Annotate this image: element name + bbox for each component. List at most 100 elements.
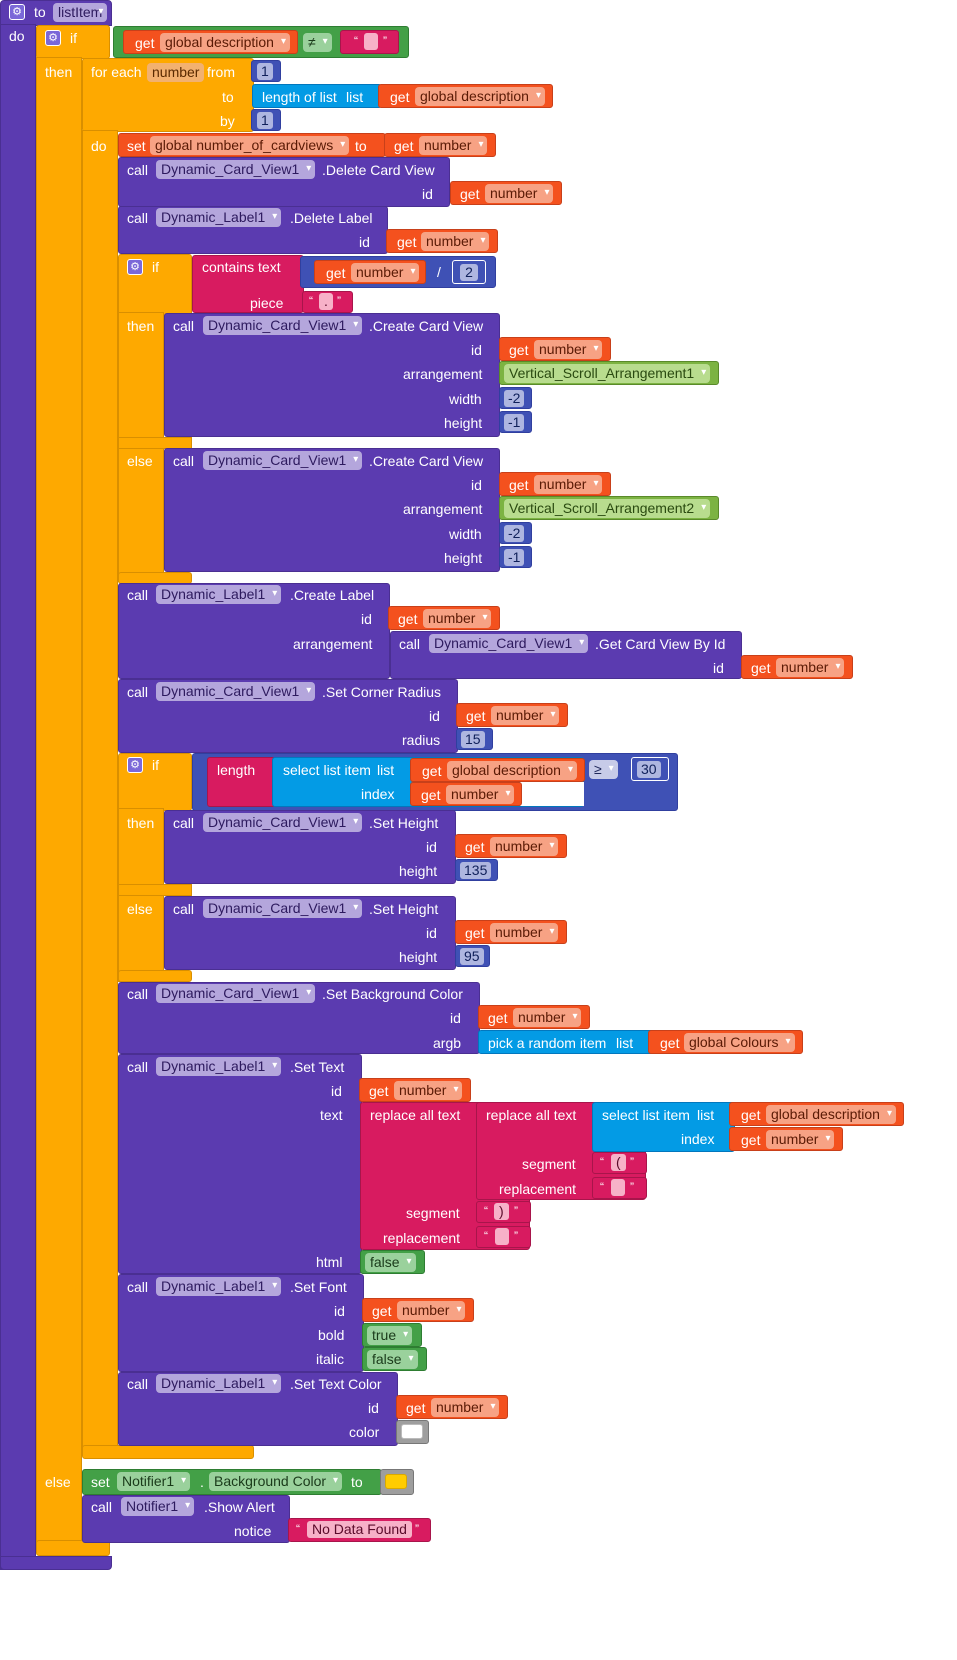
method-label: .Set Text Color	[290, 1376, 382, 1392]
if-label: if	[152, 757, 159, 773]
get-label: get	[135, 35, 155, 51]
num-width[interactable]: -2	[504, 390, 525, 407]
call-set-text[interactable]	[118, 1054, 362, 1274]
var-dropdown[interactable]: number	[491, 706, 560, 725]
var-dropdown[interactable]: number	[423, 609, 492, 628]
gear-icon[interactable]: ⚙	[9, 4, 25, 20]
component-dropdown[interactable]: Notifier1	[121, 1497, 195, 1516]
num-width[interactable]: -2	[504, 525, 525, 542]
bool-dropdown[interactable]: true	[367, 1326, 413, 1345]
var-dropdown[interactable]: number	[766, 1130, 835, 1149]
empty-string[interactable]	[364, 33, 378, 50]
string-dot[interactable]: .	[319, 293, 333, 310]
var-dropdown[interactable]: number	[446, 785, 515, 804]
var-dropdown[interactable]: number	[490, 837, 559, 856]
var-dropdown[interactable]: global Colours	[684, 1033, 795, 1052]
component-dropdown[interactable]: Dynamic_Label1	[156, 1057, 282, 1076]
var-dropdown[interactable]: number	[776, 658, 845, 677]
quote-open: “	[484, 1204, 488, 1218]
argb-label: argb	[433, 1035, 462, 1051]
color-swatch-white[interactable]	[401, 1424, 423, 1439]
operator-dropdown[interactable]: ≠	[303, 33, 332, 52]
component-dropdown[interactable]: Dynamic_Card_View1	[203, 451, 363, 470]
var-dropdown[interactable]: number	[490, 923, 559, 942]
component-dropdown[interactable]: Dynamic_Card_View1	[156, 682, 316, 701]
var-dropdown[interactable]: number	[534, 340, 603, 359]
color-swatch-yellow[interactable]	[385, 1474, 407, 1489]
property-dropdown[interactable]: Background Color	[209, 1472, 343, 1491]
component-dropdown[interactable]: Dynamic_Label1	[156, 585, 282, 604]
gear-icon[interactable]: ⚙	[127, 259, 143, 275]
method-label: .Create Card View	[369, 318, 484, 334]
num-by[interactable]: 1	[257, 112, 273, 129]
num-block-divisor[interactable]	[452, 260, 486, 284]
component-dropdown[interactable]: Dynamic_Label1	[156, 208, 282, 227]
for-each-block[interactable]	[82, 58, 254, 132]
component-dropdown[interactable]: Dynamic_Label1	[156, 1277, 282, 1296]
string-no-data[interactable]: No Data Found	[307, 1521, 412, 1538]
notice-label: notice	[234, 1523, 272, 1539]
component-dropdown[interactable]: Dynamic_Card_View1	[156, 984, 316, 1003]
component-dropdown[interactable]: Dynamic_Card_View1	[429, 634, 589, 653]
var-dropdown[interactable]: number	[421, 232, 490, 251]
empty-string[interactable]	[495, 1228, 509, 1245]
var-dropdown[interactable]: global number_of_cardviews	[150, 136, 350, 155]
get-label: get	[741, 1132, 761, 1148]
procedure-body-spine	[0, 24, 36, 1570]
var-dropdown[interactable]: number	[485, 184, 554, 203]
var-dropdown[interactable]: global description	[766, 1105, 896, 1124]
string-open-paren[interactable]: (	[611, 1154, 626, 1171]
component-dropdown[interactable]: Notifier1	[117, 1472, 191, 1491]
num-radius[interactable]: 15	[461, 731, 485, 748]
var-dropdown[interactable]: global description	[160, 33, 290, 52]
empty-string[interactable]	[611, 1179, 625, 1196]
length-of-list-block[interactable]	[252, 84, 382, 108]
var-dropdown[interactable]: number	[397, 1301, 466, 1320]
quote-close: ”	[630, 1155, 634, 1169]
var-dropdown[interactable]: number	[394, 1081, 463, 1100]
num-threshold[interactable]: 30	[637, 761, 661, 778]
var-dropdown[interactable]: number	[419, 136, 488, 155]
select-list-item-block-2[interactable]	[592, 1102, 735, 1152]
num-height-135[interactable]: 135	[460, 862, 492, 879]
call-label: call	[173, 901, 195, 917]
gear-icon[interactable]: ⚙	[127, 757, 143, 773]
var-dropdown[interactable]: number	[513, 1008, 582, 1027]
var-dropdown[interactable]: global description	[447, 761, 577, 780]
procedure-name-field[interactable]: listItem	[53, 3, 108, 22]
component-dropdown[interactable]: Dynamic_Card_View1	[203, 316, 363, 335]
call-label: call	[127, 587, 149, 603]
num-divisor[interactable]: 2	[460, 264, 478, 281]
component-dropdown[interactable]: Vertical_Scroll_Arrangement2	[504, 499, 711, 518]
component-dropdown[interactable]: Dynamic_Label1	[156, 1374, 282, 1393]
num-height-95[interactable]: 95	[460, 948, 484, 965]
to-label: to	[222, 89, 234, 105]
get-label: get	[488, 1010, 508, 1026]
loop-var-field[interactable]: number	[147, 63, 205, 82]
num-block-threshold[interactable]	[631, 757, 669, 781]
var-dropdown[interactable]: number	[431, 1398, 500, 1417]
var-dropdown[interactable]: global description	[415, 87, 545, 106]
contains-text-block[interactable]	[192, 255, 304, 313]
num-from[interactable]: 1	[257, 63, 273, 80]
var-dropdown[interactable]: number	[534, 475, 603, 494]
component-dropdown[interactable]: Vertical_Scroll_Arrangement1	[504, 364, 711, 383]
select-white-inner	[520, 782, 584, 806]
num-height[interactable]: -1	[504, 549, 525, 566]
color-label: color	[349, 1424, 380, 1440]
operator-dropdown[interactable]: ≥	[589, 760, 618, 779]
pick-random-item-block[interactable]	[478, 1030, 654, 1054]
gear-icon[interactable]: ⚙	[45, 30, 61, 46]
string-close-paren[interactable]: )	[494, 1203, 509, 1220]
length-text-block[interactable]	[207, 757, 276, 807]
bool-dropdown[interactable]: false	[367, 1350, 418, 1369]
component-dropdown[interactable]: Dynamic_Card_View1	[203, 813, 363, 832]
component-dropdown[interactable]: Dynamic_Card_View1	[203, 899, 363, 918]
list-label: list	[377, 762, 395, 778]
component-dropdown[interactable]: Dynamic_Card_View1	[156, 160, 316, 179]
quote-close: ”	[415, 1522, 419, 1536]
num-height[interactable]: -1	[504, 414, 525, 431]
var-dropdown[interactable]: number	[351, 263, 420, 282]
bool-dropdown[interactable]: false	[365, 1253, 416, 1272]
